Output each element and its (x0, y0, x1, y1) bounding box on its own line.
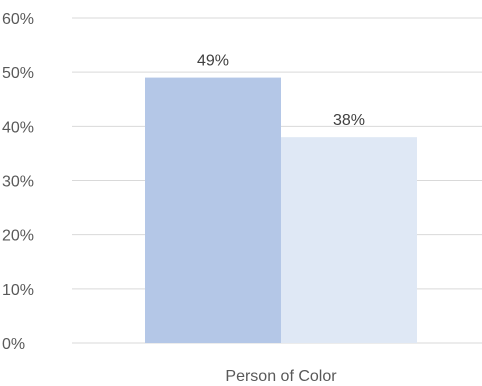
y-tick-label: 10% (2, 282, 34, 299)
y-tick-label: 60% (2, 11, 34, 28)
bar-series-2 (281, 137, 417, 343)
y-tick-label: 30% (2, 174, 34, 191)
y-tick-label: 50% (2, 65, 34, 82)
data-label: 49% (197, 53, 229, 70)
x-category-label: Person of Color (225, 368, 337, 385)
y-tick-label: 40% (2, 119, 34, 136)
x-axis-category-labels: Person of Color (225, 368, 337, 385)
data-labels: 49% 38% (197, 53, 365, 130)
y-tick-label: 0% (2, 336, 25, 353)
y-tick-label: 20% (2, 228, 34, 245)
bars (145, 77, 417, 343)
y-axis-tick-labels: 0% 10% 20% 30% 40% 50% 60% (2, 11, 34, 353)
bar-series-1 (145, 77, 281, 343)
data-label: 38% (333, 112, 365, 129)
